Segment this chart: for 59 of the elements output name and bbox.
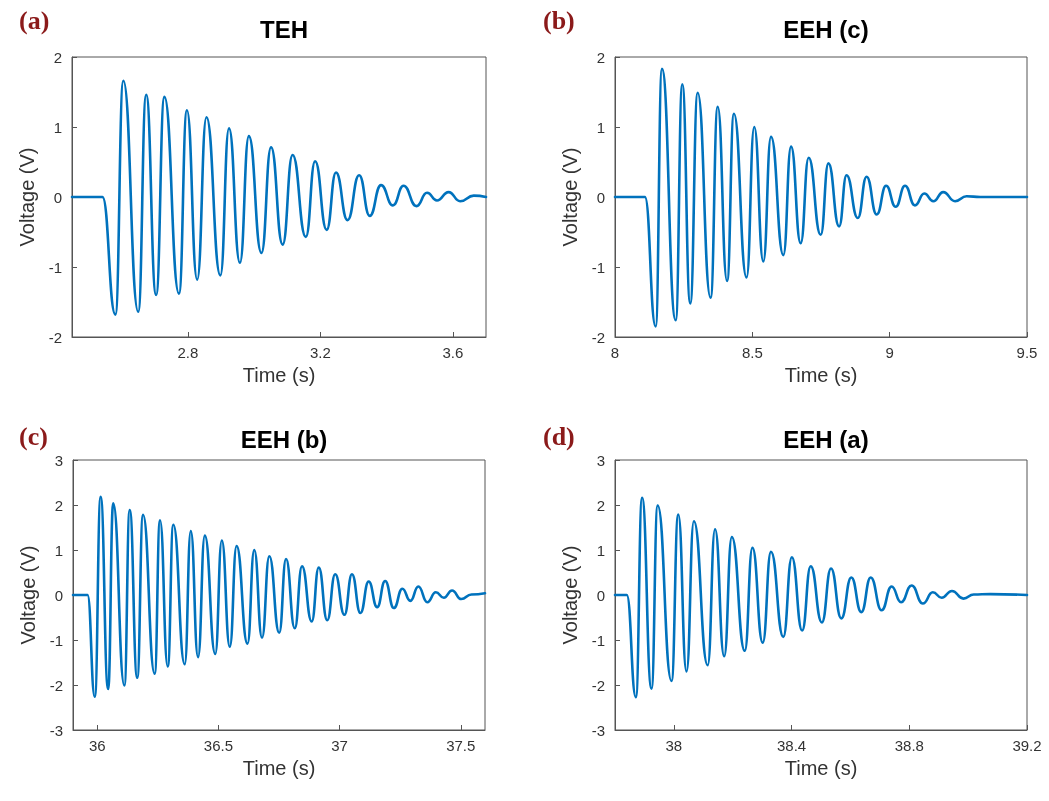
y-axis-title: Voltage (V) [559,545,581,645]
line-series [613,67,1029,328]
line-series [613,496,1029,699]
x-tick-label: 39.2 [1012,737,1042,754]
y-tick-label: -3 [49,721,63,739]
x-tick-label: 2.8 [177,344,199,361]
text: (d) [543,421,575,451]
x-tick-label: 37.5 [446,737,476,754]
x-tick-label: 8 [610,344,620,361]
line-series [71,495,487,698]
x-axis-title: Time (s) [242,757,316,779]
x-tick-label: 38.8 [894,737,924,754]
text: (b) [543,5,575,35]
line-series [70,79,488,316]
y-tick-label: 0 [596,188,605,206]
y-tick-label: 3 [596,451,605,469]
chart-title: EEH (a) [783,425,869,453]
y-axis-title: Voltage (V) [17,545,39,645]
y-axis-title: Voltage (V) [16,147,38,247]
y-tick-label: 1 [596,541,605,559]
y-tick-label: -2 [591,328,605,346]
y-tick-label: 2 [53,48,62,66]
y-tick-label: 1 [596,118,605,136]
x-tick-label: 9.5 [1016,344,1038,361]
y-tick-label: 2 [54,496,63,514]
x-axis-title: Time (s) [784,364,858,386]
x-tick-label: 3.2 [309,344,331,361]
x-tick-label: 9 [885,344,894,361]
x-axis-title: Time (s) [242,364,316,386]
text: (c) [19,421,48,451]
x-tick-label: 8.5 [741,344,763,361]
x-tick-label: 36.5 [203,737,234,754]
chart-title: TEH [260,15,308,43]
y-tick-label: 2 [596,48,605,66]
x-tick-label: 37 [331,737,348,754]
y-tick-label: -1 [48,258,62,276]
chart-title: EEH (c) [783,15,869,43]
y-tick-label: -1 [49,631,63,649]
y-tick-label: 2 [596,496,605,514]
x-tick-label: 38.4 [776,737,807,754]
y-tick-label: -2 [49,676,63,694]
y-tick-label: -2 [591,676,605,694]
y-tick-label: -1 [591,258,605,276]
x-axis-title: Time (s) [784,757,858,779]
x-tick-label: 38 [665,737,683,754]
chart-title: EEH (b) [240,425,328,453]
y-tick-label: -1 [591,631,605,649]
x-tick-label: 3.6 [442,344,464,361]
y-tick-label: 0 [54,586,63,604]
y-tick-label: 0 [53,188,62,206]
y-tick-label: 1 [53,118,62,136]
y-tick-label: 1 [54,541,63,559]
y-tick-label: 3 [54,451,63,469]
y-axis-title: Voltage (V) [559,147,581,247]
text: (a) [19,5,50,35]
y-tick-label: -2 [48,328,62,346]
x-tick-label: 36 [88,737,106,754]
y-tick-label: -3 [591,721,605,739]
y-tick-label: 0 [596,586,605,604]
